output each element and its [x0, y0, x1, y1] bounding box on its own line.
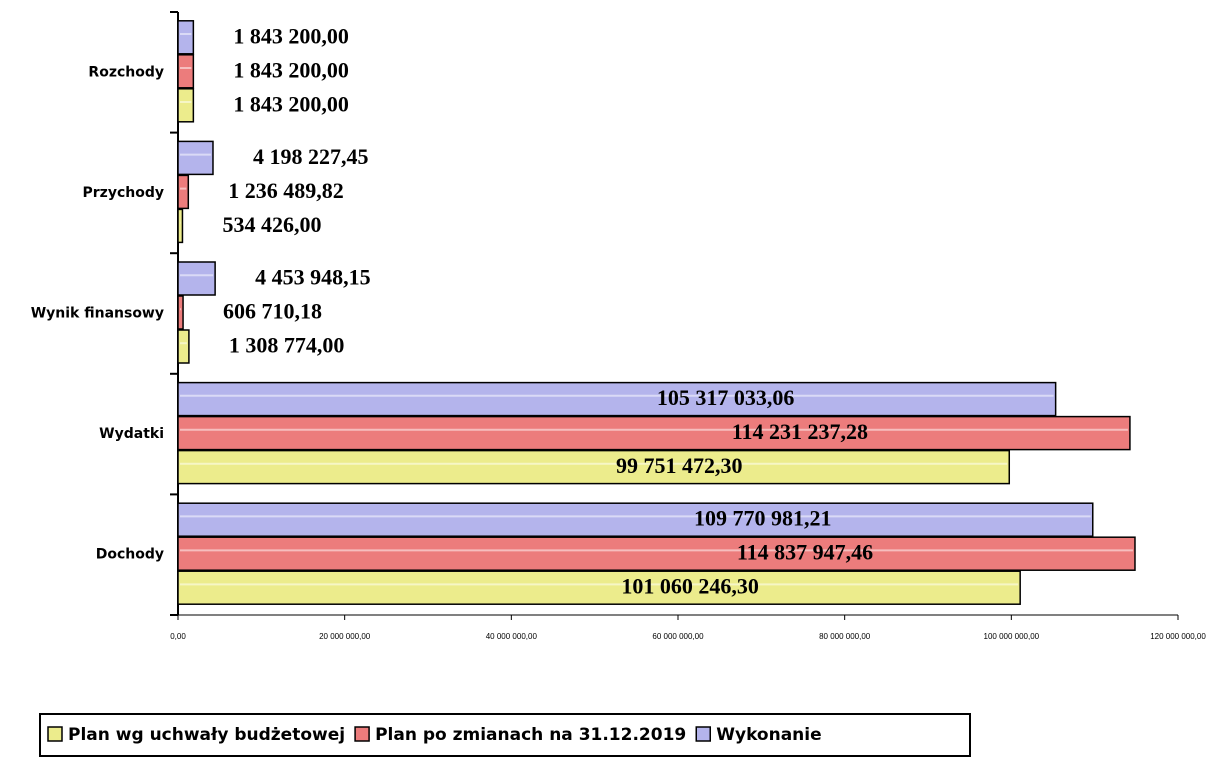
category-label: Wydatki	[99, 426, 164, 442]
value-label: 105 317 033,06	[657, 385, 795, 410]
value-label: 4 453 948,15	[255, 265, 371, 290]
legend-label: Wykonanie	[716, 725, 821, 745]
bar	[177, 88, 195, 123]
value-label: 109 770 981,21	[694, 506, 832, 531]
bar	[177, 208, 184, 244]
value-label: 114 837 947,46	[737, 540, 873, 565]
value-label: 99 751 472,30	[616, 453, 743, 478]
x-tick-label: 20 000 000,00	[319, 632, 371, 641]
value-label: 606 710,18	[223, 299, 322, 324]
value-label: 534 426,00	[222, 212, 321, 237]
category-label: Rozchody	[88, 64, 164, 80]
value-label: 1 843 200,00	[233, 57, 348, 82]
legend-swatch	[354, 726, 370, 742]
bar	[177, 140, 214, 176]
bar	[177, 536, 1136, 571]
x-tick-label: 120 000 000,00	[1150, 632, 1206, 641]
bar	[177, 54, 195, 89]
bar	[177, 174, 190, 210]
x-tick-label: 0,00	[170, 632, 186, 641]
bar	[177, 329, 190, 364]
legend-label: Plan wg uchwały budżetowej	[68, 725, 345, 745]
bar	[177, 449, 1011, 485]
bar	[177, 570, 1021, 605]
value-label: 4 198 227,45	[253, 144, 369, 169]
bar	[177, 20, 195, 55]
legend-swatch	[47, 726, 63, 742]
bar	[177, 502, 1094, 537]
value-label: 1 843 200,00	[233, 91, 348, 116]
value-label: 1 236 489,82	[228, 178, 344, 203]
x-tick-label: 80 000 000,00	[819, 632, 871, 641]
category-label: Wynik finansowy	[31, 306, 164, 322]
legend-swatch	[695, 726, 711, 742]
bar	[177, 261, 216, 296]
value-label: 101 060 246,30	[621, 574, 759, 599]
x-tick-label: 40 000 000,00	[486, 632, 538, 641]
x-tick-label: 100 000 000,00	[984, 632, 1040, 641]
value-label: 1 308 774,00	[229, 333, 344, 358]
bar	[177, 295, 184, 330]
x-tick-label: 60 000 000,00	[652, 632, 704, 641]
bar	[177, 381, 1057, 417]
legend-label: Plan po zmianach na 31.12.2019	[375, 725, 686, 745]
bar	[177, 415, 1131, 451]
category-label: Dochody	[96, 547, 164, 563]
legend-box	[39, 713, 971, 757]
value-label: 114 231 237,28	[732, 419, 868, 444]
category-label: Przychody	[83, 185, 164, 201]
value-label: 1 843 200,00	[233, 23, 348, 48]
